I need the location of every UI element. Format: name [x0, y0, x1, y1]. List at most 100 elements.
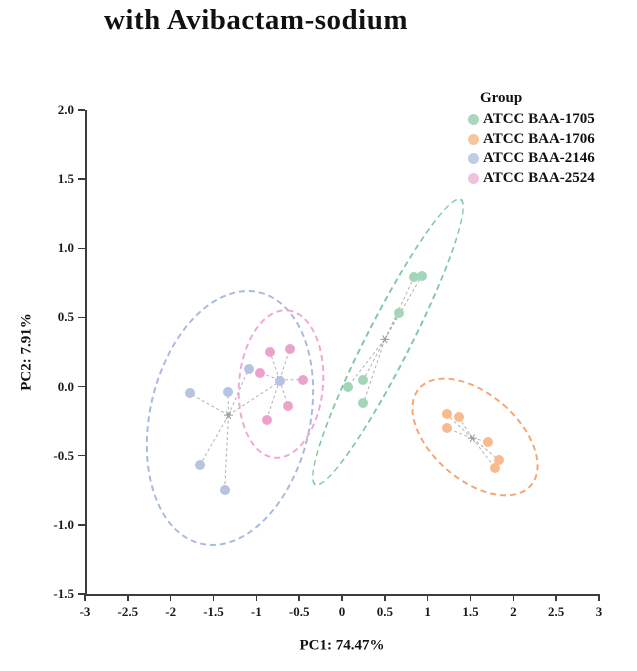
- data-point: [483, 436, 494, 447]
- x-tick-mark: [469, 594, 472, 601]
- data-point: [358, 398, 369, 409]
- x-axis-title: PC1: 74.47%: [299, 637, 385, 654]
- legend-label: ATCC BAA-2524: [483, 169, 595, 186]
- x-tick-label: -1.5: [203, 604, 224, 619]
- data-point: [441, 423, 452, 434]
- x-tick-label: -2: [165, 604, 177, 619]
- x-tick-mark: [169, 594, 172, 601]
- x-tick-mark: [598, 594, 600, 601]
- chart-title: with Avibactam-sodium: [103, 4, 409, 36]
- centroid-marker: [469, 434, 476, 443]
- data-point: [342, 381, 353, 392]
- data-point: [223, 387, 234, 398]
- legend: Group ATCC BAA-1705 ATCC BAA-1706 ATCC BAA…: [468, 90, 595, 188]
- data-point: [416, 270, 427, 281]
- spider-line: [228, 380, 281, 416]
- y-tick-label: 2.0: [57, 102, 74, 117]
- y-tick-label: -1.5: [53, 586, 74, 601]
- y-axis-spine: [85, 110, 87, 595]
- y-axis-title: PC2: 7.91%: [18, 313, 35, 391]
- legend-swatch-icon: [468, 172, 479, 184]
- y-tick-mark: [78, 316, 85, 319]
- legend-swatch-icon: [468, 114, 479, 126]
- y-tick-mark: [78, 593, 85, 595]
- centroid-marker: [225, 411, 232, 420]
- x-tick-label: 1: [424, 604, 431, 619]
- data-point: [254, 367, 265, 378]
- spider-line: [347, 339, 386, 387]
- data-point: [194, 460, 205, 471]
- data-point: [261, 414, 272, 425]
- x-tick-mark: [298, 594, 300, 601]
- x-tick-label: -2.5: [117, 604, 139, 619]
- spider-line: [199, 414, 229, 466]
- data-point: [393, 308, 404, 319]
- x-tick-mark: [512, 594, 515, 601]
- x-tick-label: 2: [510, 604, 517, 619]
- legend-item: ATCC BAA-2524: [468, 169, 595, 189]
- data-point: [298, 374, 309, 385]
- y-tick-label: 0.5: [57, 309, 74, 325]
- legend-label: ATCC BAA-1706: [483, 130, 595, 147]
- spider-line: [228, 368, 250, 416]
- y-tick-label: 1.5: [57, 171, 74, 187]
- spider-line: [362, 339, 386, 404]
- legend-item: ATCC BAA-1705: [468, 110, 595, 130]
- data-point: [453, 411, 464, 422]
- x-tick-mark: [341, 594, 343, 601]
- data-point: [284, 344, 295, 355]
- x-tick-mark: [555, 594, 557, 601]
- x-tick-label: 0: [338, 604, 346, 619]
- x-tick-label: -1: [250, 604, 262, 619]
- y-tick-label: 0.0: [57, 378, 74, 394]
- y-tick-mark: [78, 178, 85, 180]
- data-point: [283, 400, 294, 411]
- y-tick-mark: [78, 247, 85, 250]
- data-point: [493, 454, 504, 465]
- legend-label: ATCC BAA-2146: [483, 150, 595, 167]
- spider-line: [224, 415, 229, 491]
- data-point: [184, 388, 195, 399]
- spider-line: [471, 437, 496, 469]
- spider-line: [189, 393, 229, 416]
- y-tick-mark: [78, 385, 85, 388]
- legend-swatch-icon: [468, 153, 479, 165]
- x-tick-mark: [426, 594, 429, 601]
- y-tick-mark: [78, 524, 85, 526]
- data-point: [265, 347, 276, 357]
- data-point: [408, 272, 419, 283]
- data-point: [219, 485, 230, 496]
- x-tick-mark: [255, 594, 258, 601]
- spider-line: [458, 416, 473, 439]
- x-tick-label: -3: [79, 604, 91, 619]
- legend-item: ATCC BAA-1706: [468, 130, 595, 150]
- x-tick-mark: [84, 594, 86, 601]
- spider-line: [446, 413, 473, 439]
- x-tick-mark: [212, 594, 215, 601]
- x-tick-label: -0.5: [288, 604, 310, 619]
- y-tick-label: -1.0: [53, 516, 74, 532]
- y-tick-label: -0.5: [53, 447, 74, 463]
- legend-item: ATCC BAA-2146: [468, 149, 595, 169]
- spider-line: [384, 275, 423, 340]
- y-tick-mark: [78, 454, 85, 457]
- data-point: [358, 374, 369, 385]
- y-tick-mark: [78, 109, 85, 111]
- y-tick-label: 1.0: [57, 240, 74, 256]
- legend-label: ATCC BAA-1705: [483, 111, 595, 128]
- legend-items: ATCC BAA-1705 ATCC BAA-1706 ATCC BAA-2146 A…: [468, 110, 595, 188]
- x-tick-mark: [127, 594, 129, 601]
- legend-swatch-icon: [468, 133, 479, 145]
- centroid-marker: [382, 335, 388, 344]
- x-tick-mark: [384, 594, 386, 601]
- x-tick-label: 3: [595, 604, 603, 619]
- spider-line: [266, 379, 281, 420]
- spider-line: [362, 339, 386, 380]
- data-point: [275, 376, 286, 387]
- data-point: [441, 409, 452, 420]
- x-tick-label: 2.5: [548, 604, 565, 619]
- x-tick-label: 1.5: [462, 604, 479, 619]
- data-point: [243, 363, 254, 374]
- legend-title: Group: [480, 90, 523, 106]
